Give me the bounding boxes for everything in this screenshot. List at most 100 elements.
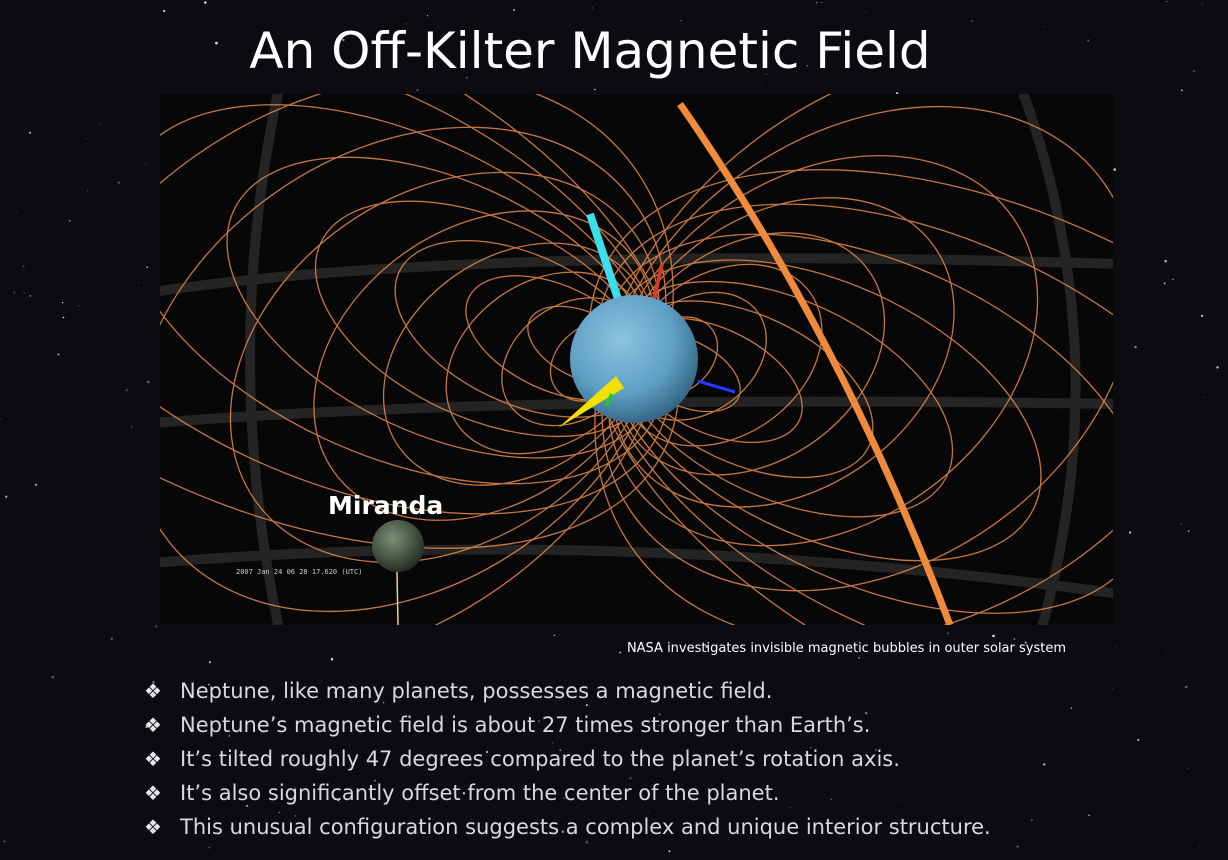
star	[1188, 767, 1190, 769]
star	[230, 828, 232, 830]
star	[1181, 89, 1183, 92]
bullet-item: ❖ This unusual configuration suggests a …	[144, 810, 991, 844]
axis-red	[652, 263, 664, 300]
bullet-text: Neptune’s magnetic field is about 27 tim…	[180, 713, 871, 737]
star	[99, 123, 101, 125]
star	[57, 353, 60, 356]
star	[246, 804, 248, 807]
star	[1137, 738, 1140, 742]
star	[648, 810, 649, 812]
star	[1070, 707, 1073, 709]
star	[815, 1, 818, 4]
star	[93, 93, 95, 95]
field-line	[588, 169, 1113, 625]
star	[591, 7, 593, 9]
field-line	[160, 94, 680, 549]
star	[1128, 531, 1132, 534]
figure-caption: NASA investigates invisible magnetic bub…	[626, 641, 1066, 656]
star	[462, 792, 466, 795]
bullet-marker-icon: ❖	[144, 747, 162, 771]
star	[619, 651, 622, 654]
bullet-item: ❖ Neptune’s magnetic field is about 27 t…	[144, 708, 991, 742]
star	[342, 38, 345, 42]
star	[485, 750, 489, 754]
star	[144, 162, 147, 165]
star	[1187, 530, 1190, 532]
star	[875, 749, 877, 751]
star	[294, 815, 296, 817]
star	[416, 89, 419, 92]
thick-field-line	[677, 102, 954, 625]
star	[1201, 3, 1203, 5]
star	[428, 755, 431, 759]
star	[1113, 168, 1117, 171]
star	[382, 701, 385, 704]
star	[22, 265, 25, 268]
star	[1216, 365, 1219, 369]
star	[1043, 763, 1046, 766]
star	[155, 625, 158, 628]
star	[163, 9, 166, 13]
star	[858, 656, 860, 659]
star	[117, 181, 120, 184]
star	[206, 31, 208, 33]
star	[971, 20, 973, 22]
star	[208, 661, 212, 664]
star	[16, 210, 17, 212]
star	[1040, 644, 1043, 647]
star	[585, 704, 588, 707]
star	[668, 850, 671, 853]
star	[51, 675, 55, 679]
star	[810, 747, 812, 749]
star	[61, 301, 64, 304]
star	[900, 800, 902, 802]
miranda-trace	[396, 571, 399, 625]
bullet-text: It’s tilted roughly 47 degrees compared …	[180, 747, 900, 771]
star	[765, 73, 768, 76]
miranda-label: Miranda	[328, 491, 443, 520]
field-line	[601, 105, 1113, 592]
field-line	[596, 203, 1113, 625]
star	[426, 15, 429, 17]
star	[1204, 396, 1206, 398]
star	[146, 380, 150, 384]
star	[629, 776, 632, 780]
star	[1199, 845, 1201, 847]
star	[946, 632, 950, 635]
bullet-text: It’s also significantly offset from the …	[180, 781, 780, 805]
bullet-marker-icon: ❖	[144, 815, 162, 839]
bullet-text: Neptune, like many planets, possesses a …	[180, 679, 773, 703]
star	[207, 683, 210, 686]
star	[992, 634, 995, 638]
star	[553, 634, 555, 637]
star	[1196, 152, 1198, 154]
field-line	[382, 242, 651, 486]
star	[302, 648, 304, 650]
star	[1192, 70, 1196, 73]
star	[125, 388, 128, 392]
bullet-text: This unusual configuration suggests a co…	[180, 815, 991, 839]
star	[374, 779, 377, 782]
star	[527, 57, 529, 59]
slide-title: An Off-Kilter Magnetic Field	[249, 22, 931, 80]
star	[803, 6, 804, 7]
star	[563, 797, 566, 800]
star	[62, 316, 65, 319]
star	[86, 190, 88, 192]
star	[864, 711, 868, 715]
star	[1116, 647, 1117, 649]
field-lines	[160, 94, 1113, 625]
star	[23, 291, 25, 293]
star	[658, 725, 660, 727]
star	[29, 294, 32, 297]
background-grid	[160, 94, 1113, 625]
star	[585, 840, 589, 844]
star	[1180, 523, 1182, 525]
axis-green	[604, 393, 614, 407]
axis-blue	[697, 379, 736, 394]
bullet-item: ❖ It’s also significantly offset from th…	[144, 776, 991, 810]
star	[78, 305, 80, 307]
star	[208, 846, 210, 849]
bullet-marker-icon: ❖	[144, 679, 162, 703]
star	[1177, 442, 1179, 443]
